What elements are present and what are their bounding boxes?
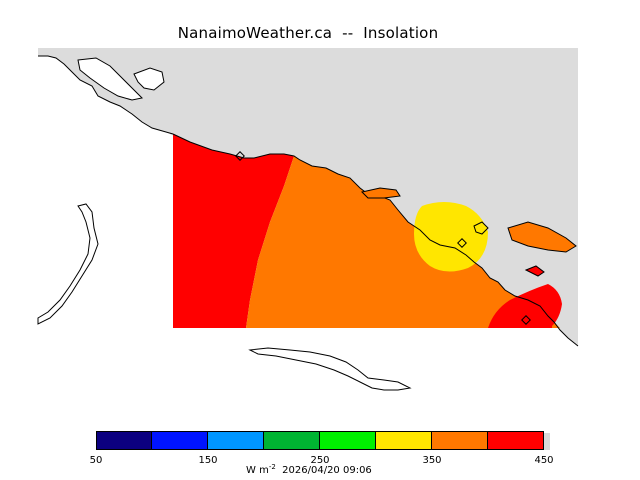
- island-strait-4: [524, 265, 545, 277]
- colorbar-segment: [376, 431, 432, 450]
- island-strait-1: [361, 187, 401, 199]
- zone-yellow-nanaimo: [414, 202, 488, 272]
- colorbar-shadow: [544, 433, 550, 450]
- zone-red-southeast: [488, 284, 562, 328]
- land-mainland: [38, 48, 578, 346]
- coastline-main: [172, 133, 579, 347]
- unit-label: W m: [246, 465, 269, 476]
- zone-red-west: [173, 134, 294, 328]
- unit-exponent: -2: [268, 463, 276, 471]
- island-small-north: [133, 67, 165, 91]
- colorbar-tick-label: 350: [422, 455, 442, 466]
- colorbar: [96, 431, 551, 451]
- colorbar-tick-label: 450: [534, 455, 554, 466]
- colorbar-frame: [96, 431, 544, 450]
- island-south: [248, 347, 412, 391]
- timestamp: 2026/04/20 09:06: [282, 465, 372, 476]
- station-marker-southeast: [521, 315, 531, 325]
- colorbar-segment: [208, 431, 264, 450]
- coastline-north: [38, 55, 174, 135]
- colorbar-tick-label: 150: [198, 455, 218, 466]
- zone-orange-central: [246, 156, 560, 328]
- map-title: NanaimoWeather.ca -- Insolation: [177, 24, 439, 42]
- colorbar-segment: [96, 431, 152, 450]
- colorbar-segment: [152, 431, 208, 450]
- units-and-timestamp: W m-2 2026/04/20 09:06: [246, 463, 372, 476]
- colorbar-segment: [264, 431, 320, 450]
- island-strait-2: [507, 221, 577, 253]
- coastline-west: [37, 203, 99, 325]
- island-strait-3: [473, 221, 489, 235]
- station-marker-nanaimo: [457, 238, 467, 248]
- colorbar-tick-label: 250: [310, 455, 330, 466]
- colorbar-tick-label: 50: [89, 455, 103, 466]
- island-texada-north: [77, 57, 144, 101]
- station-marker-north: [235, 151, 245, 161]
- colorbar-segment: [432, 431, 488, 450]
- colorbar-segment: [320, 431, 376, 450]
